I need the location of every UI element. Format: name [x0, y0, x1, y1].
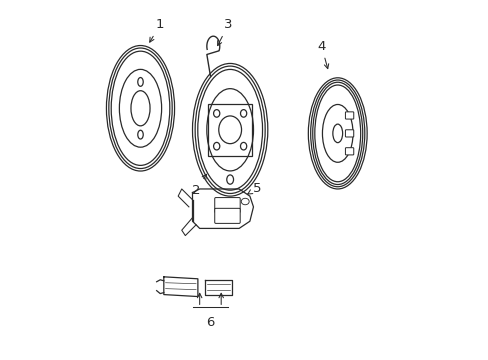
FancyBboxPatch shape — [214, 198, 240, 213]
Text: 1: 1 — [149, 18, 164, 42]
Ellipse shape — [241, 198, 249, 205]
FancyBboxPatch shape — [345, 130, 353, 137]
FancyBboxPatch shape — [214, 208, 240, 224]
Text: 5: 5 — [247, 182, 261, 195]
Text: 3: 3 — [217, 18, 232, 46]
FancyBboxPatch shape — [345, 112, 353, 119]
FancyBboxPatch shape — [345, 148, 353, 155]
Text: 4: 4 — [317, 40, 328, 69]
Text: 6: 6 — [206, 316, 214, 329]
Text: 2: 2 — [191, 174, 206, 197]
